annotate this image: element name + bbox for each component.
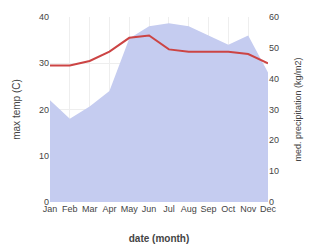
svg-text:Nov: Nov [240,204,257,214]
svg-text:10: 10 [39,151,49,161]
svg-text:Apr: Apr [102,204,116,214]
svg-text:20: 20 [39,105,49,115]
svg-text:Dec: Dec [260,204,277,214]
svg-text:20: 20 [269,135,279,145]
svg-text:Jan: Jan [43,204,58,214]
svg-text:10: 10 [269,166,279,176]
svg-text:40: 40 [269,74,279,84]
svg-text:Sep: Sep [201,204,217,214]
svg-text:Aug: Aug [181,204,197,214]
svg-text:60: 60 [269,12,279,22]
svg-text:Oct: Oct [221,204,236,214]
svg-text:0: 0 [269,197,274,207]
svg-text:30: 30 [39,58,49,68]
svg-text:Feb: Feb [62,204,78,214]
svg-text:40: 40 [39,12,49,22]
svg-text:Mar: Mar [82,204,98,214]
svg-text:30: 30 [269,105,279,115]
svg-text:50: 50 [269,43,279,53]
svg-text:May: May [121,204,139,214]
svg-text:max temp (C): max temp (C) [11,79,22,140]
svg-text:date (month): date (month) [129,233,190,244]
svg-text:Jun: Jun [142,204,157,214]
svg-text:med. precipitation (kg/m2): med. precipitation (kg/m2) [293,57,303,161]
svg-text:0: 0 [44,197,49,207]
svg-text:Jul: Jul [163,204,175,214]
